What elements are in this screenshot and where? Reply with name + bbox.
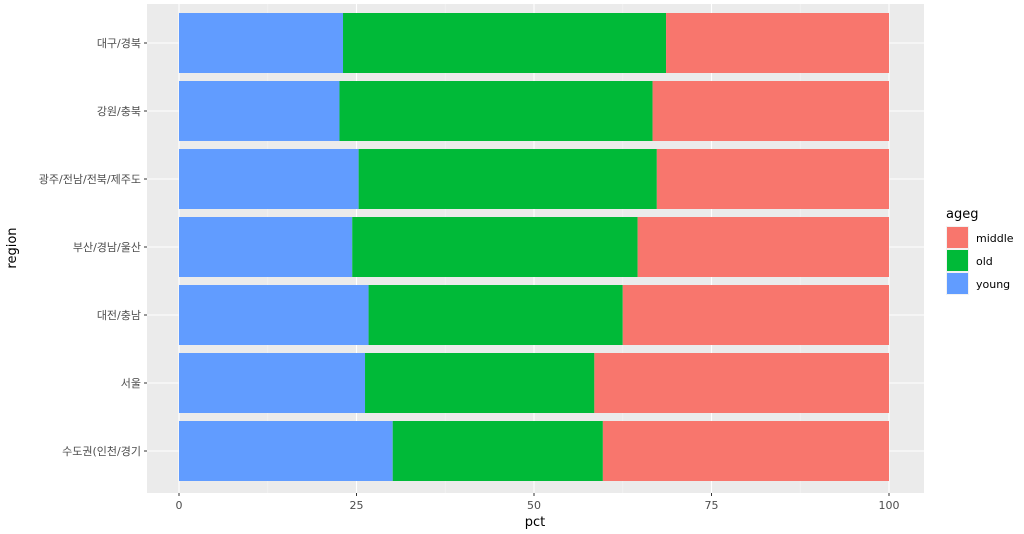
legend: ageg middle old young xyxy=(946,207,1014,295)
bar-old xyxy=(343,13,667,73)
x-axis-ticks: 0 25 50 75 100 xyxy=(176,493,900,512)
y-tick-label: 부산/경남/울산 xyxy=(73,241,141,254)
x-tick-label: 100 xyxy=(879,499,900,512)
bar-middle xyxy=(666,13,889,73)
bar-young xyxy=(179,285,369,345)
bar-young xyxy=(179,149,359,209)
bar-young xyxy=(179,81,340,141)
bar-middle xyxy=(594,353,889,413)
y-axis-ticks: 수도권(인천/경기 서울 대전/충남 부산/경남/울산 광주/전남/전북/제주도 강원/충… xyxy=(39,37,147,458)
bar-young xyxy=(179,353,366,413)
bar-old xyxy=(358,149,657,209)
x-tick-label: 75 xyxy=(705,499,719,512)
y-tick-label: 서울 xyxy=(121,377,141,390)
bar-old xyxy=(352,217,638,277)
bar-old xyxy=(339,81,653,141)
legend-label-middle: middle xyxy=(976,232,1014,245)
y-tick-label: 대전/충남 xyxy=(97,309,141,322)
legend-key-old xyxy=(947,250,968,271)
bar-old xyxy=(365,353,595,413)
x-tick-label: 0 xyxy=(176,499,183,512)
bar-young xyxy=(179,13,344,73)
y-tick-label: 광주/전남/전북/제주도 xyxy=(39,173,141,186)
legend-label-young: young xyxy=(976,278,1010,291)
bar-middle xyxy=(602,421,889,481)
bar-young xyxy=(179,217,353,277)
bar-old xyxy=(368,285,623,345)
bars xyxy=(179,13,889,481)
bar-middle xyxy=(652,81,889,141)
bar-middle xyxy=(656,149,889,209)
x-axis-title: pct xyxy=(525,515,546,530)
legend-title: ageg xyxy=(946,207,978,222)
bar-young xyxy=(179,421,393,481)
legend-key-middle xyxy=(947,227,968,248)
x-tick-label: 50 xyxy=(527,499,541,512)
y-tick-label: 강원/충북 xyxy=(97,105,141,118)
y-tick-label: 수도권(인천/경기 xyxy=(62,444,141,458)
x-tick-label: 25 xyxy=(350,499,364,512)
bar-middle xyxy=(637,217,889,277)
y-tick-label: 대구/경북 xyxy=(97,37,141,50)
bar-middle xyxy=(622,285,889,345)
legend-key-young xyxy=(947,273,968,294)
bar-old xyxy=(392,421,603,481)
legend-label-old: old xyxy=(976,255,993,268)
y-axis-title: region xyxy=(5,227,20,268)
